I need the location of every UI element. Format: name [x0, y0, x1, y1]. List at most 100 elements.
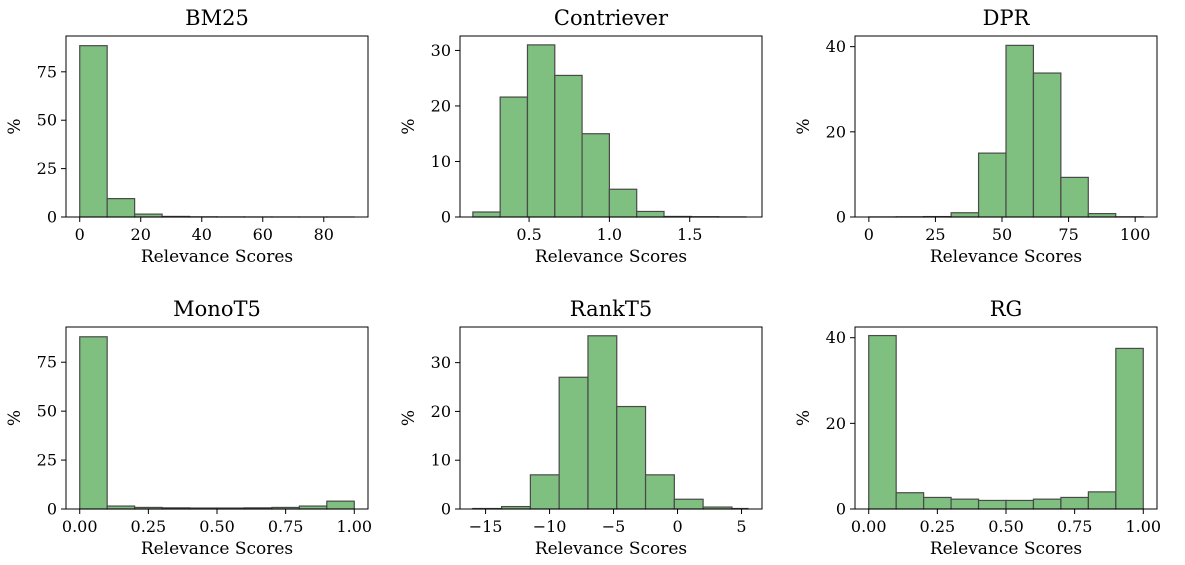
- chart-0-ytick-label-2: 50: [37, 111, 57, 130]
- chart-3-ytick-label-0: 0: [47, 500, 57, 519]
- chart-5-bar-0: [868, 334, 897, 510]
- chart-2-ytick-label-2: 40: [826, 37, 846, 56]
- chart-3-xtick-label-3: 0.75: [268, 517, 304, 536]
- chart-4-bar-2: [529, 474, 560, 510]
- chart-2-bar-4: [977, 152, 1007, 218]
- chart-4-xtick-label-0: −15: [469, 517, 503, 536]
- chart-1-xtick-label-2: 1.5: [677, 225, 702, 244]
- chart-4-xtick-label-4: 5: [736, 517, 746, 536]
- chart-1-title: Contriever: [554, 6, 669, 30]
- chart-4-ylabel: %: [399, 410, 419, 426]
- chart-1-ytick-label-2: 20: [431, 96, 451, 115]
- chart-5-xtick-label-2: 0.50: [988, 517, 1024, 536]
- chart-5-xtick-label-3: 0.75: [1057, 517, 1093, 536]
- chart-4-bar-5: [616, 405, 647, 510]
- chart-2-ytick-label-1: 20: [826, 122, 846, 141]
- chart-5-bar-2: [923, 496, 952, 510]
- chart-1-ytick-label-1: 10: [431, 152, 451, 171]
- chart-1-ylabel: %: [399, 118, 419, 134]
- chart-1-bar-3: [554, 74, 583, 218]
- chart-0-ytick-label-3: 75: [37, 62, 57, 81]
- chart-0-title: BM25: [185, 6, 249, 30]
- chart-5-title: RG: [990, 297, 1023, 321]
- chart-4-ytick-label-3: 30: [431, 353, 451, 372]
- chart-3-bar-0: [79, 336, 108, 510]
- chart-5-xtick-label-0: 0.00: [851, 517, 887, 536]
- chart-5-bar-4: [977, 499, 1007, 510]
- chart-4-bar-7: [673, 498, 704, 510]
- chart-4-xlabel: Relevance Scores: [535, 539, 687, 559]
- chart-3-axes-frame: [65, 326, 369, 510]
- chart-1-bar-1: [499, 96, 529, 218]
- chart-3-xtick-label-4: 1.00: [336, 517, 372, 536]
- chart-2-bar-3: [950, 212, 980, 218]
- chart-0-ytick-label-0: 0: [47, 208, 57, 227]
- chart-5-xtick-label-1: 0.25: [920, 517, 956, 536]
- chart-2-ylabel: %: [794, 118, 814, 134]
- chart-2-ytick-label-0: 0: [836, 208, 846, 227]
- chart-2-xtick-label-4: 100: [1120, 225, 1151, 244]
- chart-4-ytick-label-2: 20: [431, 402, 451, 421]
- chart-2-xtick-label-3: 75: [1058, 225, 1078, 244]
- chart-1-xtick-label-0: 0.5: [516, 225, 541, 244]
- chart-4-xtick-label-1: −10: [533, 517, 567, 536]
- chart-3-ylabel: %: [5, 410, 25, 426]
- chart-2-xtick-label-1: 25: [925, 225, 945, 244]
- chart-2-xtick-label-0: 0: [864, 225, 874, 244]
- chart-1-xlabel: Relevance Scores: [535, 247, 687, 267]
- chart-5-bar-9: [1115, 347, 1144, 510]
- chart-0-axes-frame: [65, 35, 369, 218]
- chart-5-bar-3: [950, 498, 980, 510]
- chart-5-bar-6: [1032, 498, 1062, 510]
- chart-5-panel: 0.00 0.25 0.50 0.75 1.00 0 20 40 RG Relevance Sco…: [794, 297, 1161, 559]
- chart-5-bar-1: [895, 492, 925, 510]
- chart-4-title: RankT5: [570, 297, 652, 321]
- chart-3-ytick-label-3: 75: [37, 353, 57, 372]
- chart-0-panel: 0 20 40 60 80 0 25 50 75 BM25 Relevance Scores%: [5, 6, 369, 267]
- chart-4-bar-3: [558, 376, 589, 510]
- chart-4-xtick-label-3: 0: [672, 517, 682, 536]
- chart-2-xlabel: Relevance Scores: [930, 247, 1082, 267]
- chart-2-title: DPR: [983, 6, 1031, 30]
- chart-2-panel: 0 25 50 75 100 0 20 40 DPR Relevance Scores%: [794, 6, 1158, 267]
- chart-1-bar-5: [608, 188, 638, 218]
- chart-5-ytick-label-0: 0: [836, 500, 846, 519]
- chart-1-panel: 0.5 1.0 1.5 0 10 20 30 Contriever Relevance Scor…: [399, 6, 763, 267]
- chart-5-ylabel: %: [794, 410, 814, 426]
- chart-4-ytick-label-0: 0: [441, 500, 451, 519]
- chart-0-ytick-label-1: 25: [37, 159, 57, 178]
- chart-5-xtick-label-4: 1.00: [1125, 517, 1161, 536]
- chart-2-bar-5: [1005, 44, 1035, 218]
- chart-5-ytick-label-1: 20: [826, 414, 846, 433]
- chart-1-bar-4: [581, 133, 611, 218]
- chart-3-bar-9: [326, 500, 355, 510]
- chart-4-bar-4: [587, 335, 618, 510]
- chart-5-bar-7: [1060, 496, 1089, 510]
- chart-5-xlabel: Relevance Scores: [930, 539, 1082, 559]
- chart-4-ytick-label-1: 10: [431, 451, 451, 470]
- chart-5-axes-frame: [854, 326, 1158, 510]
- chart-3-xlabel: Relevance Scores: [141, 539, 293, 559]
- chart-1-ytick-label-0: 0: [441, 208, 451, 227]
- chart-1-bar-0: [472, 211, 501, 218]
- chart-1-bar-2: [526, 44, 556, 218]
- chart-0-xtick-label-0: 0: [75, 225, 85, 244]
- chart-2-bar-6: [1032, 72, 1062, 218]
- chart-3-panel: 0.00 0.25 0.50 0.75 1.00 0 25 50 75 MonoT5 Relevan…: [5, 297, 372, 559]
- chart-2-axes-frame: [854, 35, 1158, 218]
- chart-4-axes-frame: [459, 326, 763, 510]
- chart-0-xtick-label-2: 40: [192, 225, 212, 244]
- chart-2-bar-7: [1060, 176, 1089, 218]
- chart-3-ytick-label-2: 50: [37, 402, 57, 421]
- chart-0-bar-0: [79, 45, 108, 218]
- chart-3-title: MonoT5: [173, 297, 261, 321]
- chart-0-ylabel: %: [5, 118, 25, 134]
- chart-5-bar-5: [1005, 499, 1035, 510]
- chart-5-bar-8: [1087, 491, 1117, 510]
- chart-2-xtick-label-2: 50: [992, 225, 1012, 244]
- chart-3-xtick-label-1: 0.25: [131, 517, 167, 536]
- chart-4-bar-6: [644, 474, 675, 510]
- chart-3-ytick-label-1: 25: [37, 451, 57, 470]
- chart-3-xtick-label-2: 0.50: [199, 517, 235, 536]
